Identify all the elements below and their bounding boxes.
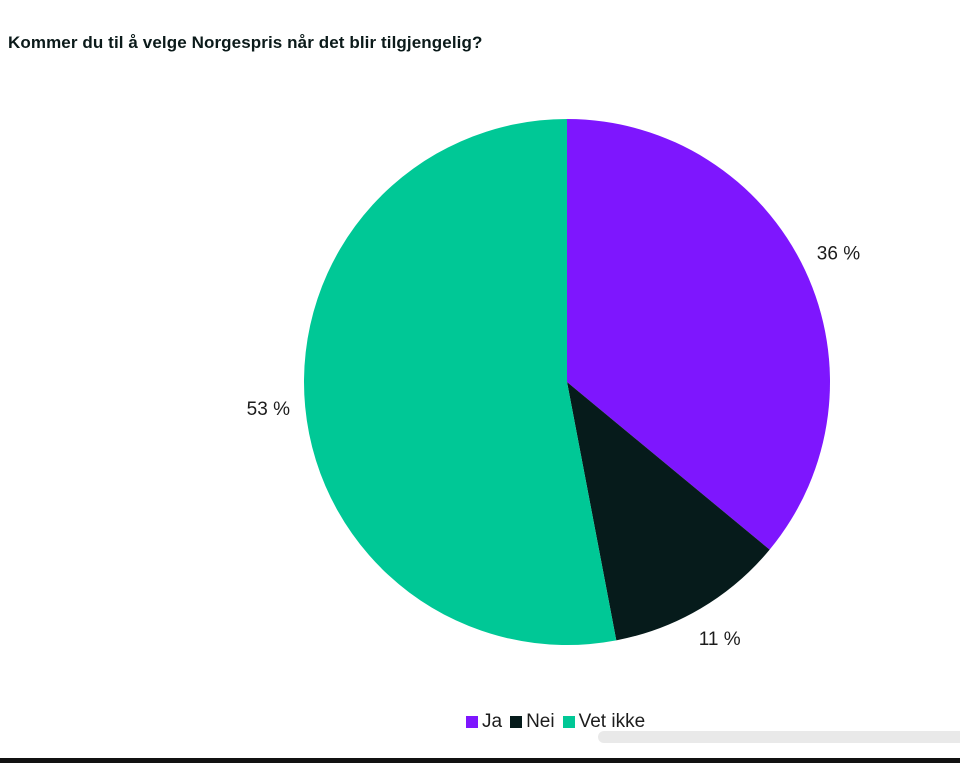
legend-swatch-nei (510, 716, 523, 728)
legend-item-ja[interactable]: Ja (466, 711, 502, 733)
pie-slice-ja[interactable] (567, 119, 830, 550)
pie-slice-vet-ikke[interactable] (303, 119, 617, 646)
chart-title: Kommer du til å velge Norgespris når det… (8, 33, 483, 52)
legend-label-vet-ikke: Vet ikke (578, 711, 646, 732)
pie-label-vet-ikke: 53 % (247, 399, 290, 420)
bottom-divider (0, 758, 960, 763)
horizontal-scrollbar[interactable] (598, 731, 960, 743)
pie-label-nei: 11 % (699, 629, 741, 650)
pie-labels: 36 % 11 % 53 % (247, 243, 861, 650)
pie-slices (303, 119, 830, 646)
legend-label-ja: Ja (482, 711, 503, 732)
pie-slice-nei[interactable] (567, 382, 770, 641)
legend-swatch-vet-ikke (562, 716, 575, 728)
legend-item-vet-ikke[interactable]: Vet ikke (562, 711, 646, 733)
pie-label-ja: 36 % (817, 243, 860, 264)
legend-label-nei: Nei (526, 711, 555, 732)
legend-swatch-ja (466, 716, 478, 728)
legend-item-nei[interactable]: Nei (510, 711, 555, 733)
chart-legend: Ja Nei Vet ikke (466, 711, 653, 733)
